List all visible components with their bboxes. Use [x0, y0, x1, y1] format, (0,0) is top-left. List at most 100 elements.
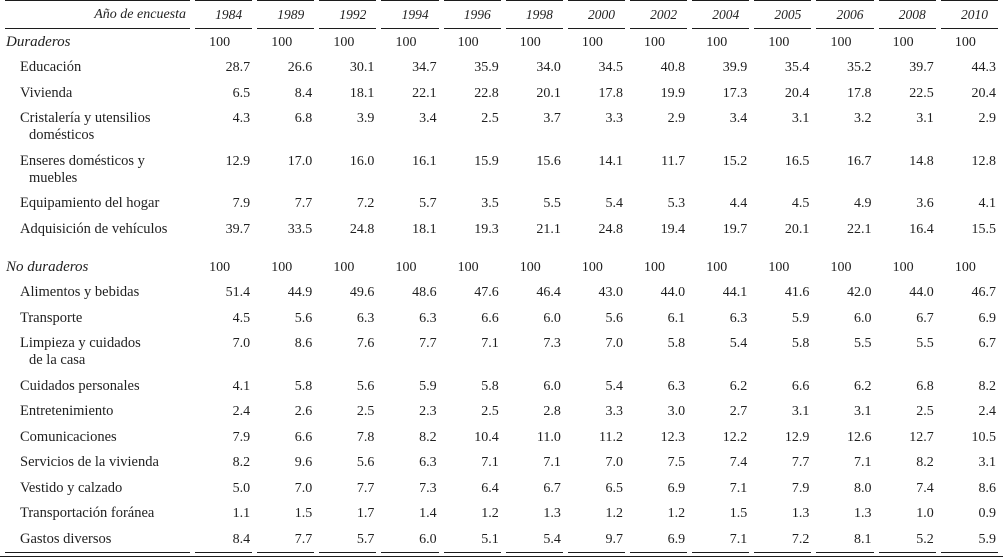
cell-value: 3.5 — [481, 196, 499, 211]
cell-value: 44.0 — [909, 285, 934, 300]
cell-value: 12.9 — [784, 429, 810, 445]
cell-value: 7.4 — [916, 480, 934, 496]
cell-value: 7.4 — [729, 455, 748, 470]
cell-value: 6.8 — [294, 111, 313, 126]
row-label: Alimentos y bebidas — [20, 284, 140, 300]
cell-value: 1.7 — [356, 506, 375, 521]
cell-value: 9.7 — [567, 526, 625, 553]
cell-value: 100 — [457, 34, 479, 50]
cell-value: 49.6 — [349, 285, 375, 300]
row-label: No duraderos — [6, 258, 89, 275]
cell-value: 3.3 — [605, 111, 623, 126]
row-label: Servicios de la vivienda — [20, 454, 159, 470]
cell-value: 100 — [892, 259, 914, 275]
cell-value: 3.6 — [916, 196, 934, 211]
cell-value: 7.0 — [605, 336, 623, 351]
cell-value: 18.1 — [412, 221, 437, 237]
cell-value: 16.4 — [909, 221, 934, 237]
cell-value: 8.4 — [294, 85, 313, 101]
cell-value: 1.5 — [729, 506, 748, 521]
table-row: Equipamiento del hogar 7.9 7.7 7.2 5.7 3.5 5.5… — [5, 191, 998, 217]
header-cell-year: 2000 — [567, 0, 625, 29]
cell-value: 15.9 — [474, 153, 499, 169]
cell-value: 6.4 — [481, 480, 499, 496]
cell-value: 5.6 — [356, 378, 375, 394]
cell-value: 3.7 — [543, 111, 561, 126]
cell-value: 4.3 — [232, 111, 251, 126]
cell-value: 100 — [271, 34, 293, 50]
cell-value: 6.3 — [667, 378, 686, 394]
cell-value: 12.3 — [660, 429, 686, 445]
cell-value: 15.5 — [971, 221, 997, 237]
cell-value: 100 — [519, 259, 541, 275]
cell-value: 8.2 — [978, 378, 997, 394]
cell-value: 6.0 — [543, 378, 561, 394]
cell-value: 44.0 — [660, 285, 686, 300]
cell-value: 7.3 — [543, 336, 561, 351]
row-label: Transportación foránea — [20, 505, 155, 521]
cell-value: 5.5 — [854, 336, 872, 351]
cell-value: 15.6 — [536, 153, 561, 169]
cell-value: 2.5 — [916, 404, 934, 419]
table-row: Gastos diversos 8.4 7.7 5.7 6.0 5.1 5.4 9.7 6.9 7… — [5, 526, 998, 553]
table-row: Transporte 4.5 5.6 6.3 6.3 6.6 6.0 5.6 6.1 6.3 5.9… — [5, 305, 998, 331]
cell-value: 17.0 — [287, 153, 313, 169]
cell-value: 3.3 — [605, 404, 623, 419]
row-label: Cristalería y utensilios domésticos — [20, 110, 151, 143]
row-label: Equipamiento del hogar — [20, 195, 160, 211]
cell-value: 7.7 — [791, 455, 810, 470]
cell-value: 17.8 — [598, 85, 623, 101]
cell-value: 46.4 — [536, 285, 561, 300]
cell-value: 3.1 — [978, 455, 997, 470]
cell-value: 3.4 — [419, 111, 437, 126]
cell-value: 100 — [706, 259, 728, 275]
cell-value: 1.4 — [419, 506, 437, 521]
row-label: Enseres domésticos y muebles — [20, 152, 145, 186]
row-label: Vivienda — [20, 84, 73, 101]
cell-value: 7.1 — [481, 455, 499, 470]
header-cell-year: 1998 — [505, 0, 563, 29]
cell-value: 100 — [644, 34, 666, 50]
cell-value: 8.6 — [978, 480, 997, 496]
cell-value: 6.8 — [916, 378, 934, 394]
cell-value: 46.7 — [971, 285, 997, 300]
cell-value: 7.9 — [232, 429, 251, 445]
cell-value: 5.6 — [294, 310, 313, 326]
header-cell-year: 2010 — [940, 0, 998, 29]
cell-value: 5.7 — [319, 526, 377, 553]
cell-value: 6.3 — [419, 310, 437, 326]
cell-value: 4.5 — [791, 196, 810, 211]
header-cell-year: 2002 — [629, 0, 688, 29]
cell-value: 0.9 — [978, 506, 997, 521]
cell-value: 6.1 — [667, 310, 686, 326]
cell-value: 7.7 — [294, 196, 313, 211]
cell-value: 7.0 — [294, 480, 313, 496]
cell-value: 6.2 — [729, 378, 748, 394]
cell-value: 7.2 — [356, 196, 375, 211]
cell-value: 24.8 — [349, 221, 375, 237]
cell-value: 7.8 — [356, 429, 375, 445]
cell-value: 100 — [209, 259, 231, 275]
cell-value: 14.1 — [598, 153, 623, 169]
cell-value: 6.0 — [381, 526, 439, 553]
cell-value: 22.8 — [474, 85, 499, 101]
cell-value: 35.9 — [474, 60, 499, 75]
cell-value: 6.3 — [356, 310, 375, 326]
table-row: Entretenimiento 2.4 2.6 2.5 2.3 2.5 2.8 3.3 3.0 2… — [5, 399, 998, 425]
cell-value: 5.9 — [791, 310, 810, 326]
table-row: Duraderos 100 100 100 100 100 100 100 100 100 100 1… — [5, 29, 998, 55]
cell-value: 2.3 — [419, 404, 437, 419]
row-label: Duraderos — [6, 33, 71, 50]
cell-value: 39.7 — [909, 60, 934, 75]
table-row: Vestido y calzado 5.0 7.0 7.7 7.3 6.4 6.7 6.5 6.… — [5, 475, 998, 501]
cell-value: 2.9 — [978, 111, 997, 126]
cell-value: 34.0 — [536, 60, 561, 75]
cell-value: 6.6 — [481, 310, 499, 326]
cell-value: 7.7 — [257, 526, 315, 553]
cell-value: 7.7 — [419, 336, 437, 351]
cell-value: 6.5 — [232, 85, 251, 101]
cell-value: 8.0 — [854, 480, 872, 496]
cell-value: 48.6 — [412, 285, 437, 300]
row-label: Comunicaciones — [20, 428, 117, 445]
cell-value: 2.8 — [543, 404, 561, 419]
